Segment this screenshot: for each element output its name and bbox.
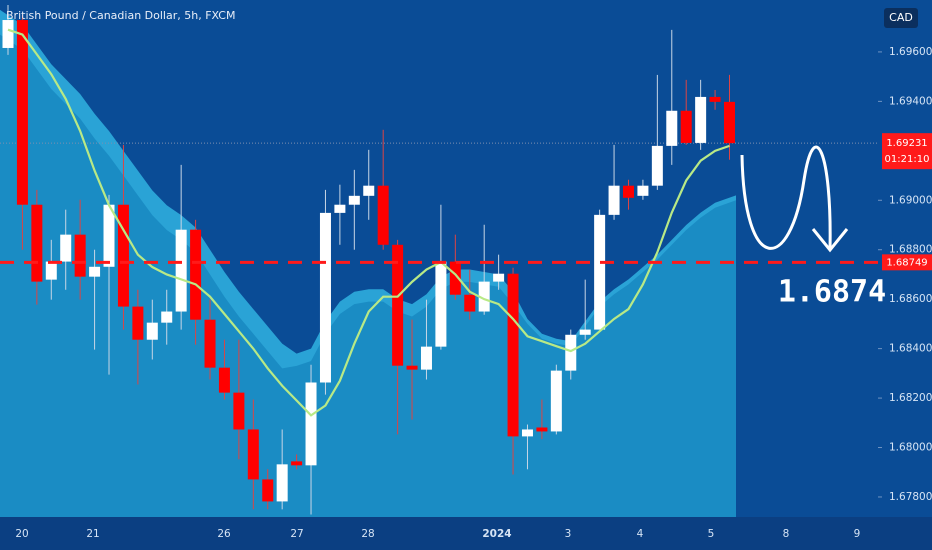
moving-average bbox=[7, 28, 730, 417]
candle-body bbox=[146, 322, 158, 340]
candle-body bbox=[161, 311, 173, 323]
y-tick-label: 1.69400 bbox=[889, 95, 932, 107]
x-tick-label: 3 bbox=[565, 528, 572, 540]
candle-body bbox=[117, 204, 129, 307]
arrow-head bbox=[811, 228, 849, 253]
annotation: 1.6874 bbox=[778, 275, 886, 310]
candle-body bbox=[218, 367, 230, 393]
candle-body bbox=[493, 273, 505, 282]
candle-body bbox=[651, 145, 663, 186]
candle-body bbox=[464, 294, 476, 312]
arrow bbox=[740, 145, 832, 251]
candle-body bbox=[449, 261, 461, 295]
candle-body bbox=[262, 479, 274, 502]
candle-body bbox=[478, 281, 490, 312]
candle-body bbox=[565, 334, 577, 371]
candle-body bbox=[363, 185, 375, 196]
x-tick-label: 28 bbox=[361, 528, 374, 540]
candle-body bbox=[637, 185, 649, 196]
x-tick-label: 2024 bbox=[482, 528, 511, 540]
x-tick-label: 20 bbox=[15, 528, 28, 540]
candle-body bbox=[291, 461, 303, 466]
x-tick-label: 26 bbox=[217, 528, 231, 540]
candle-body bbox=[2, 20, 14, 48]
candle-body bbox=[103, 204, 115, 267]
plot bbox=[0, 4, 882, 517]
candle-body bbox=[594, 214, 606, 330]
candle-body bbox=[60, 234, 72, 262]
candle-body bbox=[377, 185, 389, 245]
candle-body bbox=[89, 266, 101, 277]
candle-body bbox=[16, 20, 28, 205]
candle-body bbox=[666, 110, 678, 146]
candle-body bbox=[334, 204, 346, 213]
candle-body bbox=[507, 273, 519, 437]
x-tick-label: 21 bbox=[86, 528, 99, 540]
x-tick-label: 5 bbox=[708, 528, 715, 540]
y-tick-label: 1.68800 bbox=[889, 244, 932, 256]
candle-body bbox=[550, 370, 562, 432]
candle-body bbox=[204, 319, 216, 368]
candle-body bbox=[348, 195, 360, 205]
candle-body bbox=[521, 429, 533, 437]
candle-body bbox=[622, 185, 634, 198]
level-label: 1.68749 bbox=[886, 257, 927, 268]
y-tick-label: 1.69000 bbox=[889, 194, 932, 206]
candle-body bbox=[608, 185, 620, 215]
time-axis bbox=[0, 517, 932, 550]
y-tick-label: 1.68000 bbox=[889, 442, 932, 454]
candle-body bbox=[392, 244, 404, 366]
candle-body bbox=[724, 101, 735, 144]
candle-body bbox=[420, 346, 432, 370]
price-label-box bbox=[882, 133, 932, 170]
y-tick-label: 1.68200 bbox=[889, 392, 932, 404]
candle-body bbox=[190, 229, 202, 320]
y-tick-label: 1.67800 bbox=[889, 491, 932, 503]
candle-body bbox=[435, 261, 447, 347]
candle-body bbox=[132, 306, 144, 340]
candle-body bbox=[247, 429, 259, 480]
candle-body bbox=[175, 229, 187, 312]
candle-body bbox=[579, 329, 591, 335]
x-tick-label: 9 bbox=[854, 528, 861, 540]
currency[interactable]: CAD bbox=[889, 11, 913, 24]
x-tick-label: 4 bbox=[637, 528, 644, 540]
chart-title: British Pound / Canadian Dollar, 5h, FXC… bbox=[6, 9, 235, 22]
x-tick-label: 27 bbox=[290, 528, 303, 540]
x-tick-label: 8 bbox=[783, 528, 790, 540]
candle-body bbox=[276, 464, 288, 502]
candle-body bbox=[305, 382, 317, 466]
price-label: 1.69231 bbox=[886, 138, 927, 149]
countdown: 01:21:10 bbox=[885, 154, 930, 165]
candle-body bbox=[709, 96, 721, 102]
candle-body bbox=[31, 204, 43, 282]
candle-body bbox=[406, 365, 418, 370]
candle-body bbox=[536, 427, 548, 432]
candle-body bbox=[233, 392, 245, 430]
candle-body bbox=[319, 212, 331, 383]
y-tick-label: 1.68600 bbox=[889, 293, 932, 305]
level-label-box bbox=[882, 254, 932, 271]
candle-body bbox=[680, 110, 692, 143]
candle-body bbox=[45, 261, 57, 280]
candle-body bbox=[74, 234, 86, 277]
y-tick-label: 1.68400 bbox=[889, 343, 932, 355]
candle-body bbox=[695, 96, 707, 143]
currency-box[interactable] bbox=[884, 8, 918, 28]
y-tick-label: 1.69600 bbox=[889, 46, 932, 58]
